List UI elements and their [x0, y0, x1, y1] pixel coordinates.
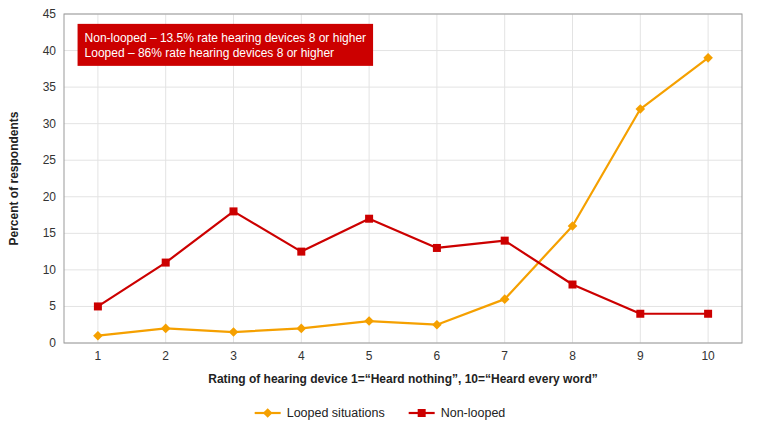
x-tick-label: 7: [501, 349, 508, 363]
legend-marker: [418, 409, 426, 417]
y-tick-label: 25: [43, 153, 57, 167]
point: [501, 237, 509, 245]
point: [229, 327, 239, 337]
x-tick-label: 3: [230, 349, 237, 363]
series: [93, 53, 713, 340]
legend-label: Looped situations: [287, 406, 385, 420]
x-axis-label: Rating of hearing device 1=“Heard nothin…: [208, 372, 597, 386]
y-tick-label: 5: [49, 299, 56, 313]
legend-marker: [263, 408, 273, 418]
legend-item: Looped situations: [255, 406, 385, 420]
annotation-box: [78, 24, 374, 66]
point: [364, 316, 374, 326]
point: [365, 215, 373, 223]
point: [93, 331, 103, 341]
y-tick-label: 40: [43, 44, 57, 58]
x-tick-label: 1: [95, 349, 102, 363]
point: [230, 207, 238, 215]
x-tick-label: 4: [298, 349, 305, 363]
x-tick-label: 9: [637, 349, 644, 363]
point: [94, 302, 102, 310]
point: [568, 221, 578, 231]
point: [297, 248, 305, 256]
point: [161, 324, 171, 334]
y-tick-label: 0: [49, 336, 56, 350]
grid-line-x: [640, 14, 641, 343]
x-tick-label: 5: [366, 349, 373, 363]
grid-line-x: [504, 14, 505, 343]
legend-label: Non-looped: [441, 406, 506, 420]
y-tick-label: 45: [43, 7, 57, 21]
point: [703, 53, 713, 63]
series-line: [98, 211, 708, 313]
x-tick-label: 10: [701, 349, 715, 363]
point: [297, 324, 307, 334]
grid-line-x: [572, 14, 573, 343]
point: [433, 244, 441, 252]
point: [432, 320, 442, 330]
annotation-text: Looped – 86% rate hearing devices 8 or h…: [85, 46, 335, 60]
chart-container: 05101520253035404512345678910Rating of h…: [0, 0, 760, 433]
y-axis-label: Percent of respondents: [7, 111, 21, 245]
point: [162, 259, 170, 267]
legend: Looped situations Non-looped: [255, 406, 506, 420]
point: [636, 104, 646, 114]
grid-line-x: [436, 14, 437, 343]
point: [636, 310, 644, 318]
y-tick-label: 20: [43, 190, 57, 204]
y-tick-label: 15: [43, 226, 57, 240]
annotation-text: Non-looped – 13.5% rate hearing devices …: [85, 31, 367, 45]
y-tick-label: 30: [43, 117, 57, 131]
y-tick-label: 10: [43, 263, 57, 277]
x-tick-label: 8: [569, 349, 576, 363]
plot-frame: [64, 14, 742, 343]
axes: 05101520253035404512345678910: [43, 7, 715, 363]
x-tick-label: 2: [162, 349, 169, 363]
chart: 05101520253035404512345678910Rating of h…: [0, 0, 760, 433]
legend-item: Non-looped: [409, 406, 506, 420]
grid-line-x: [708, 14, 709, 343]
grid: [64, 14, 742, 343]
point: [500, 294, 510, 304]
data: [93, 53, 713, 340]
annotation: Non-looped – 13.5% rate hearing devices …: [78, 24, 374, 66]
point: [569, 281, 577, 289]
series: [94, 207, 712, 317]
y-tick-label: 35: [43, 80, 57, 94]
series-line: [98, 58, 708, 336]
x-tick-label: 6: [434, 349, 441, 363]
point: [704, 310, 712, 318]
